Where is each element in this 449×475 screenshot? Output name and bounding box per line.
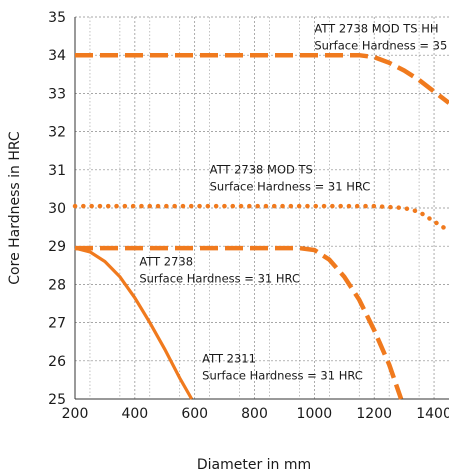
y-tick-label: 35	[48, 10, 66, 26]
y-tick-label: 34	[48, 48, 66, 64]
series-annotation: ATT 2738 MOD TS HH Surface Hardness = 35 …	[314, 21, 449, 52]
annotation-line: ATT 2738	[139, 254, 193, 268]
annotation-line: ATT 2738 MOD TS HH	[314, 21, 438, 35]
chart-grid	[74, 16, 449, 400]
x-tick-label: 1000	[297, 406, 333, 422]
y-tick-label: 27	[48, 316, 66, 332]
annotation-line: Surface Hardness = 31 HRC	[202, 369, 363, 383]
series-line	[72, 203, 449, 234]
annotation-line: ATT 2738 MOD TS	[210, 163, 313, 177]
annotation-line: Surface Hardness = 31 HRC	[210, 180, 371, 194]
series-annotation: ATT 2311 Surface Hardness = 31 HRC	[202, 352, 363, 383]
x-tick-label: 800	[241, 406, 268, 422]
y-tick-label: 29	[48, 239, 66, 255]
y-tick-label: 31	[48, 163, 66, 179]
y-tick-label: 30	[48, 201, 66, 217]
y-tick-label: 25	[48, 392, 66, 408]
series-line	[75, 245, 404, 400]
y-axis-label: Core Hardness in HRC	[7, 131, 23, 285]
x-tick-label: 1200	[356, 406, 392, 422]
y-tick-label: 26	[48, 354, 66, 370]
annotation-line: ATT 2311	[202, 352, 256, 366]
series-line	[74, 246, 194, 400]
x-tick-label: 200	[62, 406, 89, 422]
series-annotation: ATT 2738 Surface Hardness = 31 HRC	[139, 254, 300, 285]
series-line	[75, 52, 449, 105]
series-annotation: ATT 2738 MOD TS Surface Hardness = 31 HRC	[210, 163, 371, 194]
x-axis-label: Diameter in mm	[197, 457, 311, 473]
x-tick-label: 600	[181, 406, 208, 422]
y-tick-label: 33	[48, 86, 66, 102]
y-tick-label: 32	[48, 125, 66, 141]
y-tick-label: 28	[48, 277, 66, 293]
x-tick-label: 1400	[416, 406, 449, 422]
x-tick-label: 400	[121, 406, 148, 422]
annotation-line: Surface Hardness = 31 HRC	[139, 271, 300, 285]
chart-annotations: ATT 2738 MOD TS HH Surface Hardness = 35 …	[139, 21, 449, 382]
annotation-line: Surface Hardness = 35 HRC	[314, 38, 449, 52]
chart-series	[72, 52, 449, 400]
chart-ticks: 25 26 27 28 29 30 31 32 33 34 35 200 400 600 800 1000 12…	[48, 10, 449, 422]
